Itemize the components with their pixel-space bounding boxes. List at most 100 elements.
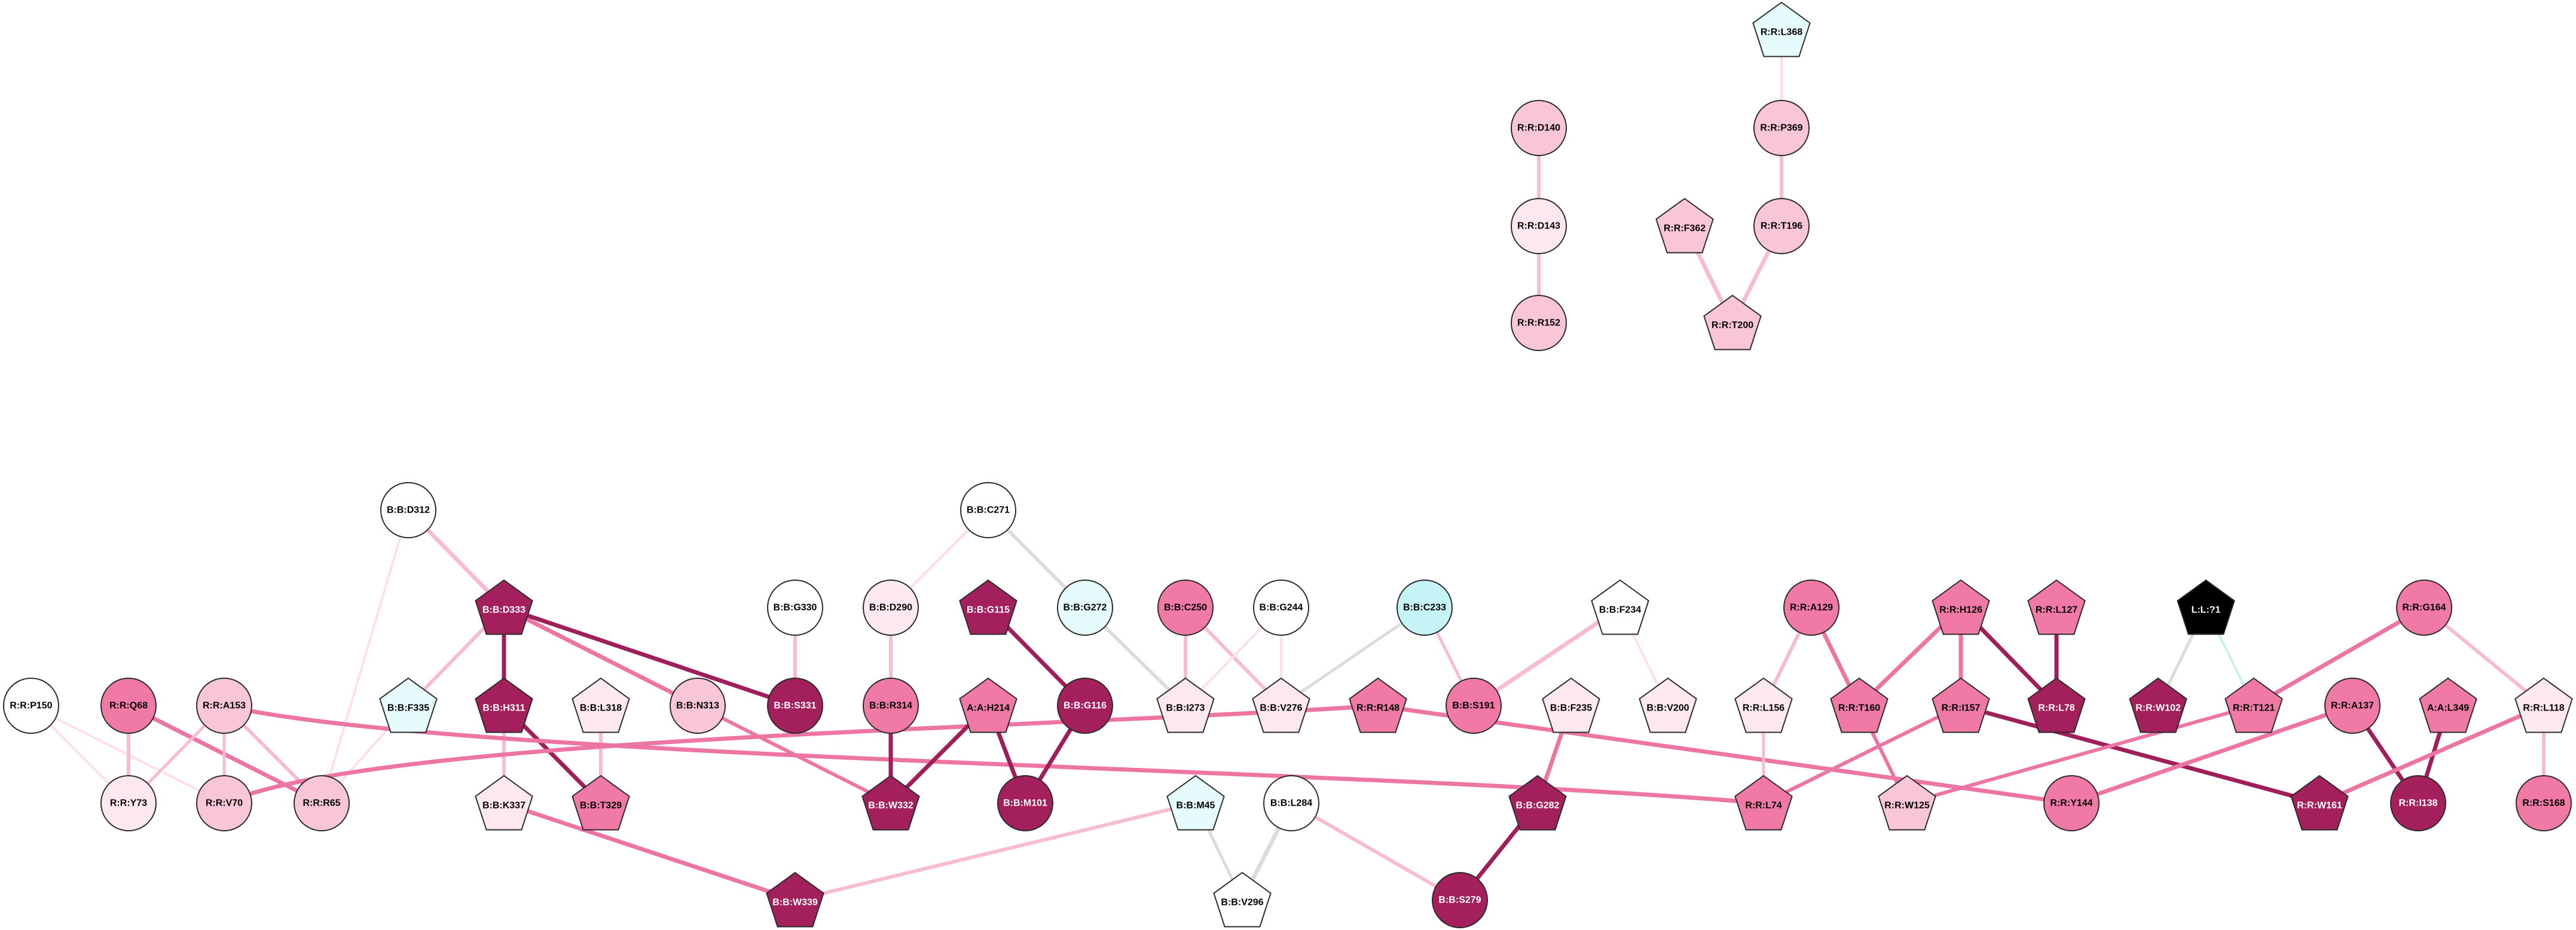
circle-node-shape — [960, 482, 1016, 538]
circle-node-shape — [1446, 678, 1502, 734]
node-b-b-s191[interactable]: B:B:S191 — [1446, 678, 1502, 734]
pentagon-node-shape — [1156, 677, 1215, 733]
node-b-b-l318[interactable]: B:B:L318 — [572, 677, 630, 733]
pentagon-node-shape — [379, 677, 438, 733]
node-r-r-r148[interactable]: R:R:R148 — [1349, 677, 1407, 733]
circle-node-shape — [1432, 872, 1488, 928]
node-b-b-r314[interactable]: B:B:R314 — [863, 678, 919, 734]
node-r-r-d140[interactable]: R:R:D140 — [1511, 100, 1567, 156]
node-b-b-m45[interactable]: B:B:M45 — [1166, 775, 1225, 831]
circle-node-shape — [2324, 678, 2381, 734]
node-r-r-l127[interactable]: R:R:L127 — [2027, 579, 2086, 635]
node-r-r-h126[interactable]: R:R:H126 — [1932, 579, 1990, 635]
pentagon-node-shape — [1932, 579, 1990, 635]
circle-node-shape — [2043, 775, 2100, 831]
circle-node-shape — [196, 775, 252, 831]
node-r-r-l118[interactable]: R:R:L118 — [2514, 677, 2573, 733]
node-b-b-g244[interactable]: B:B:G244 — [1253, 580, 1309, 636]
node-b-b-g330[interactable]: B:B:G330 — [767, 580, 823, 636]
node-r-r-l74[interactable]: R:R:L74 — [1734, 775, 1793, 831]
node-r-r-p369[interactable]: R:R:P369 — [1753, 100, 1810, 156]
node-r-r-i157[interactable]: R:R:I157 — [1932, 677, 1990, 733]
pentagon-node-shape — [1734, 677, 1793, 733]
pentagon-node-shape — [1932, 677, 1990, 733]
edge-b-b-f234-to-b-b-s191 — [1471, 605, 1622, 708]
node-r-r-i138[interactable]: R:R:I138 — [2390, 775, 2446, 831]
node-b-b-f235[interactable]: B:B:F235 — [1542, 677, 1600, 733]
node-r-r-a153[interactable]: R:R:A153 — [196, 678, 252, 734]
edge-r-r-t121-to-r-r-w125 — [1905, 704, 2256, 805]
pentagon-node-shape — [2177, 579, 2235, 635]
node-b-b-k337[interactable]: B:B:K337 — [475, 775, 533, 831]
node-r-r-r65[interactable]: R:R:R65 — [294, 775, 350, 831]
node-r-r-w161[interactable]: R:R:W161 — [2290, 775, 2349, 831]
node-b-b-d312[interactable]: B:B:D312 — [380, 482, 436, 538]
circle-node-shape — [2390, 775, 2446, 831]
node-b-b-f234[interactable]: B:B:F234 — [1591, 579, 1649, 635]
pentagon-node-shape — [959, 677, 1017, 733]
node-a-a-h214[interactable]: A:A:H214 — [959, 677, 1017, 733]
node-r-r-t196[interactable]: R:R:T196 — [1753, 198, 1810, 254]
nodes-layer: R:R:L368 R:R:P369 R:R:T196 R:R:F362 R:R:T200… — [3, 1, 2573, 928]
node-b-b-d290[interactable]: B:B:D290 — [863, 580, 919, 636]
node-r-r-g164[interactable]: R:R:G164 — [2396, 580, 2452, 636]
node-b-b-g116[interactable]: B:B:G116 — [1057, 678, 1113, 734]
edge-b-b-l284-to-b-b-s279 — [1289, 801, 1462, 902]
pentagon-node-shape — [1508, 775, 1567, 831]
circle-node-shape — [767, 678, 823, 734]
node-b-b-c233[interactable]: B:B:C233 — [1397, 580, 1453, 636]
node-r-r-a129[interactable]: R:R:A129 — [1783, 580, 1839, 636]
node-r-r-d143[interactable]: R:R:D143 — [1511, 198, 1567, 254]
pentagon-node-shape — [2027, 579, 2086, 635]
node-b-b-g282[interactable]: B:B:G282 — [1508, 775, 1567, 831]
node-b-b-c271[interactable]: B:B:C271 — [960, 482, 1016, 538]
node-r-r-a137[interactable]: R:R:A137 — [2324, 678, 2381, 734]
node-r-r-f362[interactable]: R:R:F362 — [1655, 197, 1714, 254]
node-b-b-g115[interactable]: B:B:G115 — [959, 579, 1017, 635]
pentagon-node-shape — [475, 579, 533, 635]
circle-node-shape — [1253, 580, 1309, 636]
node-r-r-l368[interactable]: R:R:L368 — [1752, 1, 1811, 57]
node-b-b-c250[interactable]: B:B:C250 — [1157, 580, 1214, 636]
node-r-r-l156[interactable]: R:R:L156 — [1734, 677, 1793, 733]
node-b-b-w339[interactable]: B:B:W339 — [766, 871, 824, 928]
circle-node-shape — [1157, 580, 1214, 636]
pentagon-node-shape — [766, 871, 824, 928]
node-b-b-s331[interactable]: B:B:S331 — [767, 678, 823, 734]
edge-b-b-w339-to-b-b-m45 — [793, 801, 1197, 902]
circle-node-shape — [997, 775, 1053, 831]
node-r-r-q68[interactable]: R:R:Q68 — [100, 678, 157, 734]
node-r-r-p150[interactable]: R:R:P150 — [3, 678, 59, 734]
pentagon-node-shape — [2290, 775, 2349, 831]
node-r-r-s168[interactable]: R:R:S168 — [2516, 775, 2572, 831]
node-r-r-y73[interactable]: R:R:Y73 — [100, 775, 157, 831]
circle-node-shape — [1511, 295, 1567, 351]
node-b-b-s279[interactable]: B:B:S279 — [1432, 872, 1488, 928]
node-r-r-w102[interactable]: R:R:W102 — [2129, 677, 2187, 733]
node-b-b-v200[interactable]: B:B:V200 — [1639, 677, 1697, 733]
circle-node-shape — [670, 678, 726, 734]
circle-node-shape — [1263, 775, 1319, 831]
circle-node-shape — [2396, 580, 2452, 636]
circle-node-shape — [100, 775, 157, 831]
edge-b-b-c233-to-b-b-v276 — [1279, 606, 1426, 708]
node-a-a-l349[interactable]: A:A:L349 — [2419, 677, 2477, 733]
node-r-r-v70[interactable]: R:R:V70 — [196, 775, 252, 831]
edge-b-b-d333-to-b-b-n313 — [502, 605, 700, 708]
node-b-b-v296[interactable]: B:B:V296 — [1213, 871, 1272, 928]
pentagon-node-shape — [1703, 294, 1762, 350]
node-b-b-g272[interactable]: B:B:G272 — [1057, 580, 1113, 636]
node-r-r-t121[interactable]: R:R:T121 — [2224, 677, 2283, 733]
pentagon-node-shape — [1752, 1, 1811, 57]
node-r-r-t200[interactable]: R:R:T200 — [1703, 294, 1762, 350]
node-b-b-m101[interactable]: B:B:M101 — [997, 775, 1053, 831]
node-r-r-r152[interactable]: R:R:R152 — [1511, 295, 1567, 351]
node-b-b-h311[interactable]: B:B:H311 — [475, 677, 533, 733]
pentagon-node-shape — [475, 677, 533, 733]
node-b-b-l284[interactable]: B:B:L284 — [1263, 775, 1319, 831]
node-l-l-1[interactable]: L:L:?1 — [2177, 579, 2235, 635]
circle-node-shape — [767, 580, 823, 636]
pentagon-node-shape — [572, 677, 630, 733]
node-r-r-y144[interactable]: R:R:Y144 — [2043, 775, 2100, 831]
node-b-b-n313[interactable]: B:B:N313 — [670, 678, 726, 734]
